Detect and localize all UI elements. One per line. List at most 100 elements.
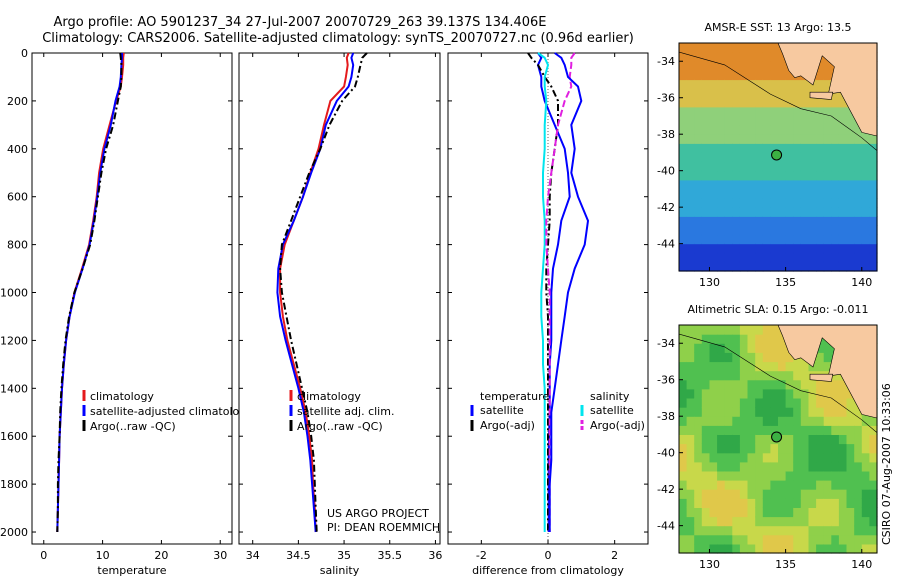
sla_map-cell	[770, 334, 779, 344]
sla_map-cell	[732, 443, 741, 454]
sla_map-title: Altimetric SLA: 0.15 Argo: -0.011	[688, 303, 869, 316]
sla_map-cell	[778, 334, 787, 344]
sla_map-cell	[869, 543, 878, 554]
sst_map-cell	[694, 243, 703, 254]
sst_map-xtick-label: 135	[775, 276, 796, 289]
sla_map-cell	[739, 534, 749, 545]
sst_map-cell	[762, 143, 771, 153]
sst_map-cell	[732, 198, 741, 208]
sla_map-xtick-label: 130	[699, 558, 720, 571]
sla_map-cell	[778, 379, 787, 390]
sst_map-cell	[778, 252, 787, 263]
sst_map-cell	[724, 198, 733, 208]
sst_map-cell	[747, 216, 756, 226]
sst_map-cell	[854, 161, 863, 172]
sla_map-cell	[785, 416, 794, 426]
sla_map-cell	[778, 398, 787, 408]
sst_map-cell	[739, 61, 749, 71]
sla_map-cell	[800, 416, 809, 426]
sst_map-cell	[800, 116, 809, 126]
sst_map-cell	[816, 116, 825, 126]
sst_map-cell	[808, 161, 817, 172]
sla_map-cell	[739, 434, 749, 445]
sla_map-cell	[800, 370, 809, 381]
sst_map-cell	[717, 152, 726, 163]
sla_map-cell	[762, 379, 771, 390]
sst_map-cell	[823, 188, 832, 199]
sla_map-cell	[679, 388, 688, 399]
sst_map-cell	[800, 143, 809, 153]
sla_map-cell	[701, 388, 710, 399]
sla_map-cell	[709, 388, 718, 399]
sst_map-cell	[724, 43, 733, 53]
sla_map-cell	[785, 489, 794, 499]
sst_map-cell	[831, 97, 840, 108]
sst_map-cell	[724, 188, 733, 199]
sla_map-cell	[808, 425, 817, 435]
sst_map-cell	[701, 207, 710, 217]
sla_map-cell	[739, 343, 749, 353]
sst_map-cell	[823, 152, 832, 163]
sst_map-cell	[762, 61, 771, 71]
sst_map-cell	[755, 207, 764, 217]
sla_map-cell	[869, 516, 878, 527]
sla_map-cell	[762, 452, 771, 463]
sla_map-cell	[785, 361, 794, 372]
sst_map-cell	[838, 216, 848, 226]
sst_map-cell	[854, 234, 863, 245]
sla_map-cell	[747, 443, 756, 454]
sla_map-cell	[861, 461, 870, 472]
sla_map-cell	[816, 507, 825, 518]
sla_map-cell	[854, 425, 863, 435]
sst_map-cell	[816, 170, 825, 181]
sla_map-cell	[755, 534, 764, 545]
sla_map-cell	[717, 407, 726, 417]
sst_map-cell	[686, 134, 695, 144]
sst_map-cell	[869, 143, 878, 153]
sst_map-cell	[800, 79, 809, 90]
sst_map-cell	[800, 161, 809, 172]
sst_map-cell	[770, 261, 779, 272]
sst_map-cell	[800, 207, 809, 217]
sla_map-cell	[762, 361, 771, 372]
sla_map-cell	[823, 516, 832, 527]
sla_map-cell	[709, 461, 718, 472]
sla_map-cell	[861, 452, 870, 463]
sst_map-cell	[793, 243, 802, 254]
sla_map-cell	[816, 407, 825, 417]
sst_map-cell	[778, 116, 787, 126]
sst_map-cell	[717, 52, 726, 62]
sla_map-cell	[732, 452, 741, 463]
sst_map-cell	[846, 261, 855, 272]
sst_map-cell	[831, 143, 840, 153]
sst_map-cell	[717, 161, 726, 172]
sst_map-cell	[724, 97, 733, 108]
sst_map-cell	[816, 106, 825, 117]
sla_map-cell	[778, 352, 787, 363]
sla_map-cell	[778, 498, 787, 508]
sla_map-cell	[793, 461, 802, 472]
sst_map-cell	[785, 134, 794, 144]
sla_map-cell	[846, 480, 855, 490]
sst_map-cell	[770, 70, 779, 81]
sla_map-cell	[846, 443, 855, 454]
sst_map-cell	[800, 198, 809, 208]
sla_map-cell	[694, 398, 703, 408]
sla_map-cell	[686, 534, 695, 545]
sla_map-cell	[762, 498, 771, 508]
sst_map-cell	[846, 188, 855, 199]
sst_map-cell	[747, 43, 756, 53]
sla_map-cell	[747, 388, 756, 399]
temperature-xlabel: temperature	[97, 564, 166, 577]
sla_map-cell	[755, 543, 764, 554]
sst_map-cell	[755, 88, 764, 99]
sla_map-cell	[770, 398, 779, 408]
sst_map-cell	[770, 88, 779, 99]
sla_map-cell	[701, 398, 710, 408]
sla_map-cell	[770, 507, 779, 518]
sst_map-cell	[816, 225, 825, 236]
sst_map-cell	[793, 261, 802, 272]
sst_map-cell	[755, 70, 764, 81]
sla_map-cell	[808, 507, 817, 518]
sst_map-cell	[838, 170, 848, 181]
